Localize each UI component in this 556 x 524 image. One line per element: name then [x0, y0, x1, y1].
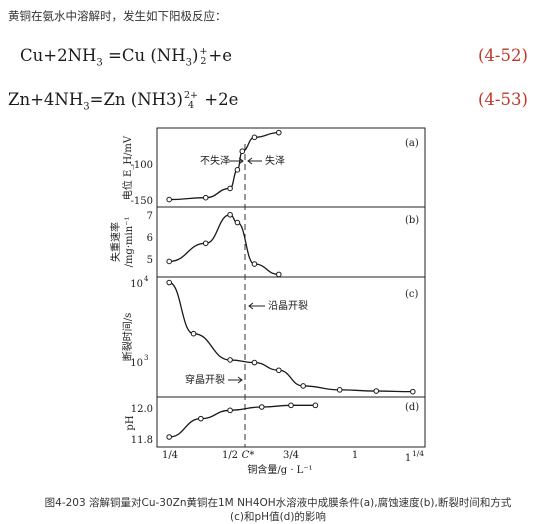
eq2-part-a: Zn+4NH: [8, 90, 84, 109]
eq2-part-b: =Zn (NH3): [89, 90, 183, 109]
x-axis-label: 铜含量/g · L⁻¹: [247, 463, 312, 476]
equation-4-52: Cu+2NH3 =Cu (NH3) +2 +e: [20, 46, 232, 68]
caption-line-2: (c)和pH值(d)的影响: [230, 511, 326, 523]
panel-c-data-point: [227, 357, 233, 363]
panel-d-data-point: [288, 402, 294, 409]
eq2-part-d: +2e: [199, 90, 239, 109]
caption-line-1: 图4-203 溶解铜量对Cu-30Zn黄铜在1M NH4OH水溶液中成膜条件(a…: [44, 497, 512, 509]
panel-c-data-point: [190, 330, 197, 337]
panel-c-data-point: [251, 359, 258, 366]
xtick-one-and-quarter-whole: 1: [405, 453, 411, 464]
xtick-half: 1/2: [222, 450, 238, 461]
panel-b-data-point: [166, 258, 172, 265]
panel-a-data-point: [227, 185, 233, 192]
panel-d-data-point: [258, 404, 265, 410]
arrowhead-intergranular: [248, 302, 254, 310]
arrowhead-untarnished: [238, 157, 244, 165]
xtick-one: 1: [352, 450, 358, 461]
panel-a-frame: [156, 127, 426, 208]
panel-b-data-point: [234, 219, 241, 226]
panel-d-data-point: [198, 415, 204, 422]
eq2-charge-top: 2+: [184, 89, 199, 101]
panel-a-ytick-150: -150: [131, 196, 153, 207]
panel-d-ytick-12: 12.0: [131, 404, 153, 415]
figure-caption: 图4-203 溶解铜量对Cu-30Zn黄铜在1M NH4OH水溶液中成膜条件(a…: [0, 496, 556, 524]
panel-a-data-point: [202, 194, 209, 201]
panel-a-data-point: [239, 148, 246, 155]
panel-d-data-point: [312, 402, 319, 409]
panel-d-data-point: [166, 434, 172, 440]
xtick-quarter: 1/4: [162, 450, 178, 461]
panel-d-ylabel: pH: [125, 415, 136, 430]
label-intergranular: 沿晶开裂: [268, 299, 308, 312]
panel-a-data-point: [166, 196, 172, 203]
panel-b-data-point: [227, 211, 233, 218]
xtick-c-star: C*: [242, 450, 255, 461]
panel-b-frame: [156, 206, 426, 278]
eq1-charge: +2: [199, 45, 208, 67]
panel-d-ytick-11-8: 11.8: [131, 435, 153, 446]
panel-a-ytick-100: -100: [131, 160, 153, 171]
eq1-part-c: ): [192, 46, 199, 65]
panel-c-ytick-1e4-exp: 4: [144, 275, 149, 283]
panel-a-tag: (a): [405, 138, 419, 149]
arrowhead-tarnished: [247, 157, 253, 165]
panel-c-data-point: [410, 388, 416, 395]
panel-d-frame: [156, 396, 426, 448]
eq1-part-d: +e: [208, 46, 232, 65]
label-tarnished: 失泽: [265, 154, 285, 167]
panel-d-tag: (d): [405, 402, 419, 413]
panel-b-data-point: [251, 261, 258, 267]
eq2-charge-bottom: 4: [187, 99, 195, 111]
figure-4-203: (a) (b) (c) (d) 电位 E_H/mV -100 -150 不失泽 …: [109, 127, 426, 476]
panel-c-ytick-1e4-base: 10: [130, 279, 143, 290]
panel-b-tag: (b): [405, 215, 419, 226]
panel-c-tag: (c): [405, 289, 419, 300]
panel-c-ytick-1e3-base: 10: [130, 358, 143, 369]
eq1-part-b: =Cu (NH: [102, 46, 186, 65]
panel-c-data-point: [300, 383, 306, 389]
eq2-sub-a: 3: [83, 101, 90, 113]
eq1-sub-a: 3: [96, 57, 103, 69]
panel-c-ylabel: 断裂时间/s: [121, 313, 134, 362]
panel-d-data-point: [227, 407, 233, 414]
panel-b-data-point: [276, 271, 282, 278]
panel-b-ytick-7: 7: [147, 211, 153, 222]
xtick-one-and-quarter-frac: 1/4: [412, 449, 424, 458]
panel-a-data-point: [234, 167, 241, 173]
panel-d-series-line: [169, 404, 316, 438]
panel-a-data-point: [276, 129, 282, 136]
label-transgranular: 穿晶开裂: [185, 373, 225, 386]
equation-4-53: Zn+4NH3=Zn (NH3) 2+ 4 +2e: [8, 90, 238, 112]
panel-a-ylabel: 电位 E_H/mV: [121, 135, 134, 200]
equation-number-4-52: (4-52): [478, 46, 528, 65]
panel-b-data-point: [202, 240, 209, 247]
eq2-charge: 2+ 4: [184, 89, 199, 111]
intro-text: 黄铜在氨水中溶解时，发生如下阳极反应：: [8, 9, 227, 23]
eq1-charge-top: +: [199, 45, 208, 57]
equation-number-4-53: (4-53): [478, 90, 528, 109]
panel-c-data-point: [336, 387, 343, 393]
panel-c-data-point: [276, 367, 282, 374]
label-untarnished: 不失泽: [200, 154, 230, 167]
eq1-sub-b: 3: [185, 57, 192, 69]
panel-b-series-line: [169, 214, 279, 276]
xtick-three-quarters: 3/4: [283, 450, 299, 461]
arrowhead-transgranular: [237, 376, 243, 384]
panel-c-ytick-1e3-exp: 3: [144, 354, 148, 362]
panel-a-data-point: [251, 134, 258, 141]
eq1-part-a: Cu+2NH: [20, 46, 97, 65]
eq1-charge-bottom: 2: [200, 55, 207, 67]
panel-c-data-point: [166, 279, 172, 286]
panel-b-ytick-6: 6: [147, 233, 153, 244]
panel-b-ylabel-2: /mg·min⁻¹: [124, 217, 135, 268]
panel-b-ytick-5: 5: [147, 255, 153, 266]
panel-b-ylabel-1: 失重速率: [109, 222, 122, 262]
panel-c-data-point: [373, 388, 380, 394]
